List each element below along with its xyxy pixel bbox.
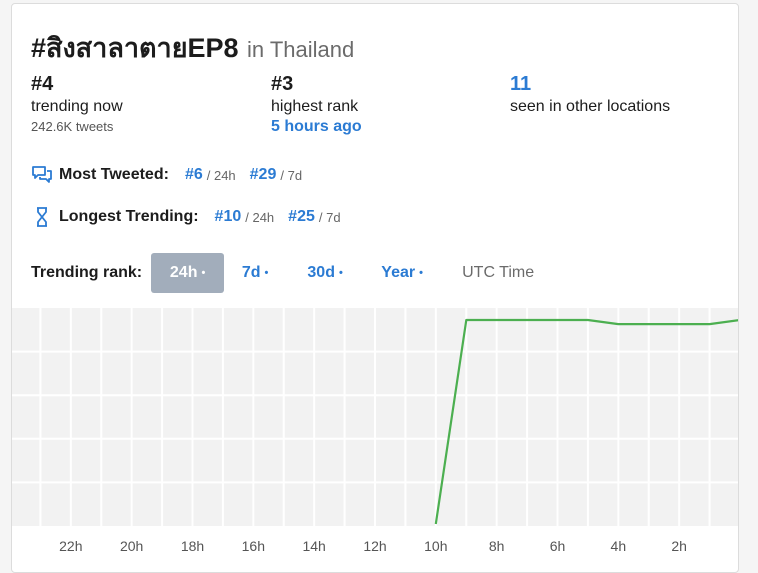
chart-x-tick-label: 16h (242, 538, 265, 554)
chart-x-tick-label: 10h (424, 538, 447, 554)
chart-x-tick-label: 2h (671, 538, 687, 554)
dot-icon: • (201, 267, 206, 279)
range-selector: Trending rank: 24h • 7d • 30d • Year • UTC T… (31, 253, 534, 293)
hashtag-title: #สิงสาลาตายEP8 (31, 33, 239, 63)
chat-bubbles-icon (31, 164, 53, 186)
range-button-label: 7d (241, 264, 261, 281)
current-rank-label: trending now (31, 98, 123, 115)
range-button-label: Year (381, 264, 416, 281)
chart-x-tick-label: 8h (489, 538, 505, 554)
current-rank-value: #4 (31, 73, 54, 95)
range-button-24h[interactable]: 24h • (151, 253, 225, 293)
range-button-30d[interactable]: 30d • (286, 253, 364, 293)
most-tweeted-7d-period: / 7d (280, 167, 303, 183)
longest-trending-row: Longest Trending: #10 / 24h #25 / 7d (31, 205, 355, 229)
utc-time-toggle[interactable]: UTC Time (462, 264, 535, 281)
longest-trending-7d-period: / 7d (318, 209, 341, 225)
most-tweeted-row: Most Tweeted: #6 / 24h #29 / 7d (31, 163, 316, 187)
most-tweeted-24h-rank[interactable]: #6 (184, 166, 203, 183)
longest-trending-24h-rank[interactable]: #10 (214, 208, 242, 225)
dot-icon: • (264, 267, 269, 279)
longest-trending-24h-period: / 24h (245, 209, 275, 225)
chart-x-tick-label: 18h (181, 538, 204, 554)
chart-x-tick-label: 4h (611, 538, 627, 554)
highest-rank-time-link[interactable]: 5 hours ago (271, 118, 362, 135)
range-button-7d[interactable]: 7d • (224, 253, 286, 293)
chart-x-tick-label: 22h (59, 538, 82, 554)
range-button-year[interactable]: Year • (364, 253, 440, 293)
other-locations-count[interactable]: 11 (510, 73, 532, 95)
tweet-count: 242.6K tweets (31, 119, 114, 134)
stat-current-rank: #4 trending now 242.6K tweets (31, 71, 123, 137)
chart-x-tick-label: 6h (550, 538, 566, 554)
stat-highest-rank: #3 highest rank 5 hours ago (271, 71, 362, 137)
trend-card: #สิงสาลาตายEP8 in Thailand #4 trending n… (11, 3, 739, 573)
highest-rank-value: #3 (271, 73, 294, 95)
dot-icon: • (419, 267, 423, 279)
most-tweeted-label: Most Tweeted: (59, 166, 169, 183)
location-text: in Thailand (247, 37, 355, 62)
range-button-label: 30d (307, 264, 335, 281)
most-tweeted-24h-period: / 24h (206, 167, 236, 183)
other-locations-label: seen in other locations (510, 98, 671, 115)
chart-x-tick-label: 20h (120, 538, 143, 554)
hourglass-icon (31, 206, 53, 228)
longest-trending-7d-rank[interactable]: #25 (288, 208, 315, 225)
chart-series-line (434, 318, 738, 525)
chart-x-tick-label: 12h (363, 538, 386, 554)
range-label: Trending rank: (31, 264, 143, 281)
trending-rank-chart: 22h 20h 18h 16h 14h 12h 10h 8h 6h 4h 2h (12, 308, 738, 554)
trend-title: #สิงสาลาตายEP8 in Thailand (31, 26, 354, 69)
chart-x-tick-label: 14h (302, 538, 325, 554)
stat-other-locations[interactable]: 11 seen in other locations (510, 71, 670, 117)
most-tweeted-7d-rank[interactable]: #29 (249, 166, 277, 183)
dot-icon: • (338, 267, 343, 279)
highest-rank-label: highest rank (271, 98, 359, 115)
range-button-label: 24h (169, 264, 198, 281)
longest-trending-label: Longest Trending: (59, 208, 199, 225)
